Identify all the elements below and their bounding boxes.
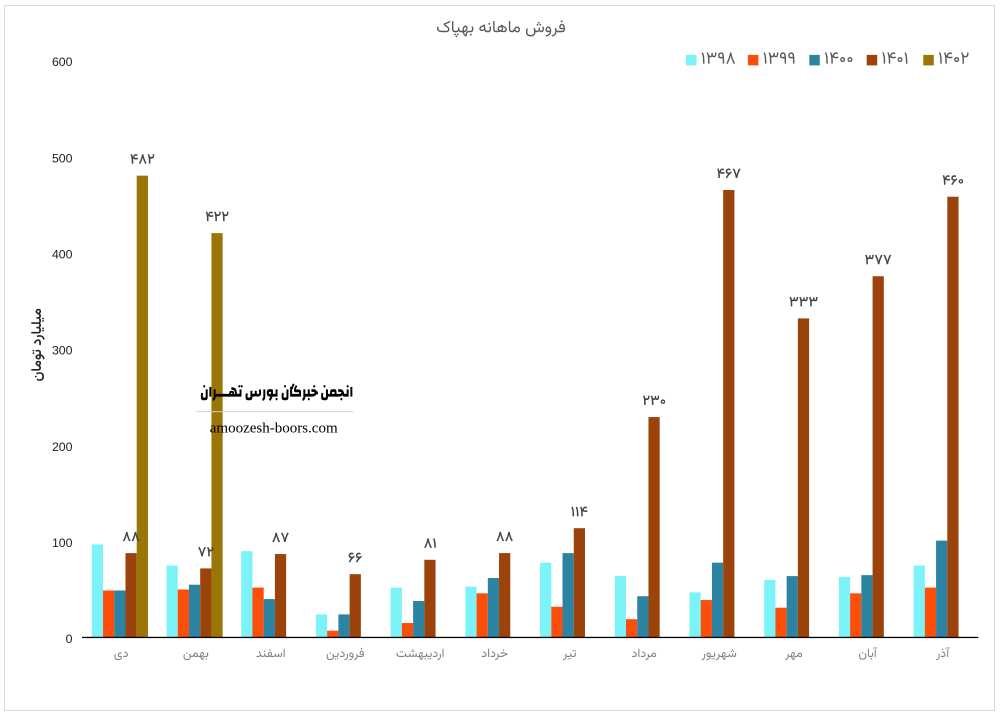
svg-text:200: 200 — [52, 440, 73, 454]
svg-text:600: 600 — [52, 55, 73, 69]
svg-text:500: 500 — [52, 151, 73, 165]
svg-text:400: 400 — [52, 248, 73, 262]
svg-text:300: 300 — [52, 344, 73, 358]
svg-text:0: 0 — [66, 632, 73, 646]
svg-text:amoozesh-boors.com: amoozesh-boors.com — [210, 420, 338, 436]
svg-text:100: 100 — [52, 536, 73, 550]
